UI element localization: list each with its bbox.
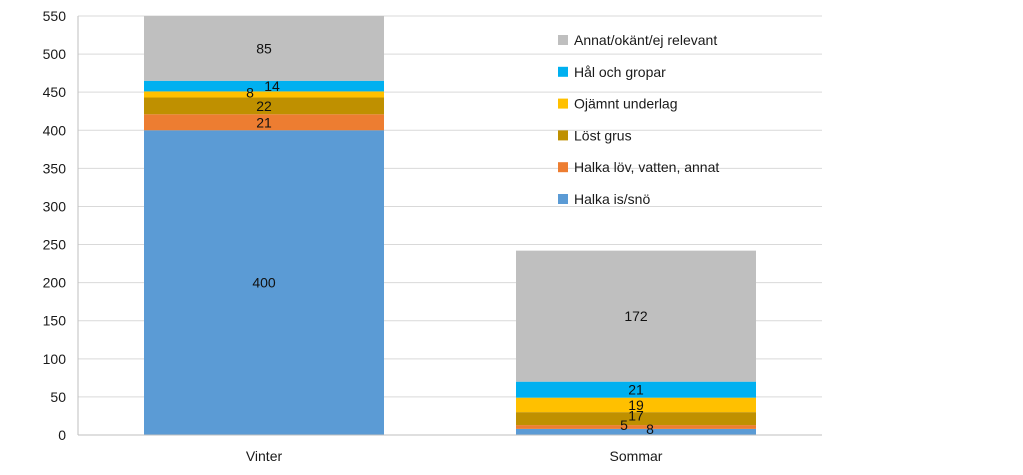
legend-label: Annat/okänt/ej relevant <box>574 32 717 48</box>
bar-segment <box>516 425 756 429</box>
bar-segment <box>144 16 384 81</box>
y-tick-label: 250 <box>43 237 67 253</box>
legend-swatch <box>558 66 568 77</box>
data-label: 22 <box>256 98 272 114</box>
y-tick-label: 450 <box>43 84 67 100</box>
y-tick-label: 500 <box>43 46 67 62</box>
data-label: 85 <box>256 40 272 56</box>
y-tick-label: 150 <box>43 313 67 329</box>
data-label: 14 <box>264 78 280 94</box>
data-label: 8 <box>646 421 654 437</box>
bar-segment <box>144 91 384 98</box>
bar-segment <box>516 412 756 426</box>
legend-label: Hål och gropar <box>574 64 666 80</box>
bar-segment <box>516 381 756 398</box>
legend-label: Halka löv, vatten, annat <box>574 159 719 175</box>
y-tick-label: 400 <box>43 122 67 138</box>
data-label: 8 <box>246 84 254 100</box>
y-tick-label: 200 <box>43 275 67 291</box>
bar-segment <box>144 80 384 92</box>
y-tick-label: 300 <box>43 198 67 214</box>
bar-segment <box>144 97 384 115</box>
legend-swatch <box>558 98 568 109</box>
data-label: 21 <box>628 382 644 398</box>
legend-swatch <box>558 162 568 173</box>
bar-segment <box>516 397 756 413</box>
data-label: 400 <box>252 275 276 291</box>
legend-swatch <box>558 35 568 45</box>
bar-segment <box>144 114 384 131</box>
y-tick-label: 50 <box>50 389 66 405</box>
bar-segment <box>144 130 384 436</box>
legend-label: Löst grus <box>574 127 632 143</box>
y-tick-label: 0 <box>58 427 66 443</box>
y-tick-label: 350 <box>43 160 67 176</box>
x-tick-label: Vinter <box>246 448 283 464</box>
data-label: 17 <box>628 408 644 424</box>
data-label: 172 <box>624 308 648 324</box>
data-label: 5 <box>620 417 628 433</box>
y-tick-label: 550 <box>43 8 67 24</box>
legend-label: Ojämnt underlag <box>574 96 678 112</box>
legend-swatch <box>558 130 568 141</box>
bar-segment <box>516 428 756 435</box>
y-tick-label: 100 <box>43 351 67 367</box>
data-label: 21 <box>256 114 272 130</box>
data-label: 19 <box>628 397 644 413</box>
bar-segment <box>516 250 756 382</box>
x-tick-label: Sommar <box>610 448 663 464</box>
legend-swatch <box>558 194 568 204</box>
legend-label: Halka is/snö <box>574 191 650 207</box>
